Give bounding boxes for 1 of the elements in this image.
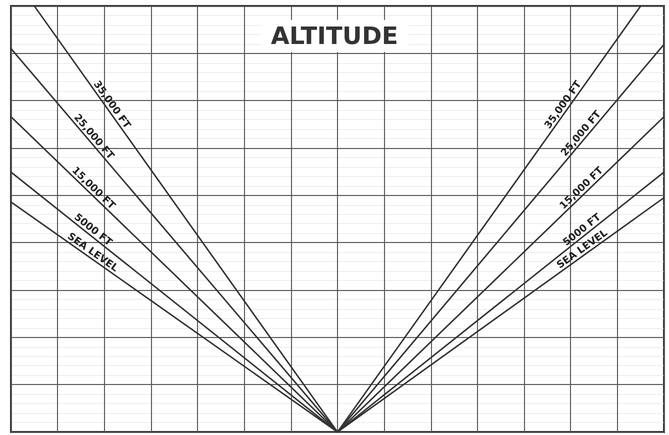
text: ALTITUDE [270,22,398,50]
